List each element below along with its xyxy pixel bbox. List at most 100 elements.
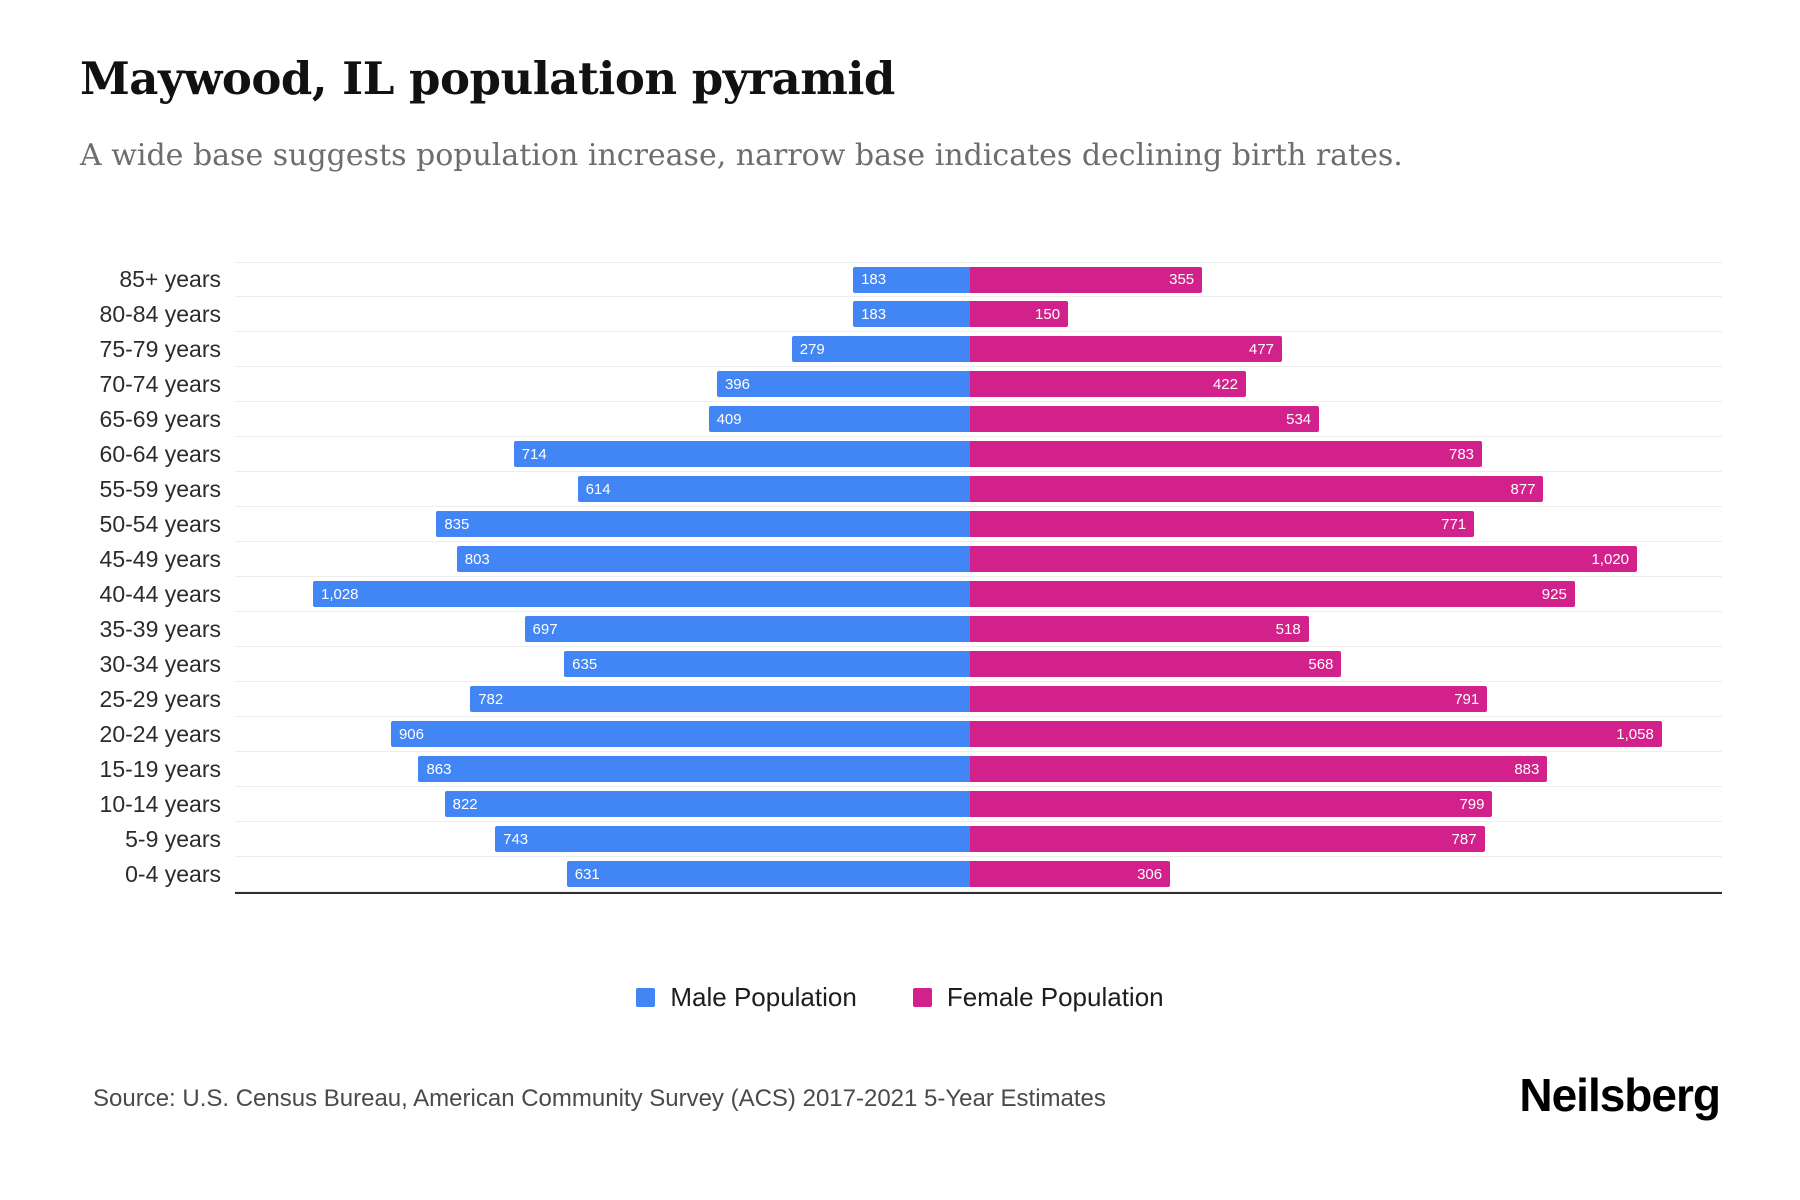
female-half: 883 [970, 756, 1722, 782]
female-half: 518 [970, 616, 1722, 642]
pyramid-row: 30-34 years 635 568 [80, 647, 1722, 682]
female-half: 568 [970, 651, 1722, 677]
pyramid-row: 15-19 years 863 883 [80, 752, 1722, 787]
male-half: 863 [235, 756, 970, 782]
pyramid-row: 65-69 years 409 534 [80, 402, 1722, 437]
male-bar[interactable]: 697 [524, 616, 970, 642]
female-bar[interactable]: 422 [970, 371, 1246, 397]
pyramid-row: 60-64 years 714 783 [80, 437, 1722, 472]
male-bar[interactable]: 803 [456, 546, 970, 572]
female-bar-value: 783 [1449, 445, 1475, 463]
female-bar-value: 568 [1308, 655, 1334, 673]
pyramid-row: 5-9 years 743 787 [80, 822, 1722, 857]
male-bar-value: 714 [521, 445, 547, 463]
chart-title: Maywood, IL population pyramid [80, 52, 895, 105]
male-bar[interactable]: 835 [436, 511, 970, 537]
row-plot: 906 1,058 [235, 717, 1722, 752]
female-bar[interactable]: 568 [970, 651, 1342, 677]
female-half: 150 [970, 301, 1722, 327]
male-bar-value: 635 [572, 655, 598, 673]
age-group-label: 25-29 years [99, 686, 221, 712]
female-bar[interactable]: 791 [970, 686, 1488, 712]
male-bar[interactable]: 614 [577, 476, 970, 502]
male-bar[interactable]: 906 [390, 721, 970, 747]
female-bar-value: 518 [1275, 620, 1301, 638]
female-bar[interactable]: 306 [970, 861, 1171, 887]
male-bar[interactable]: 279 [791, 336, 970, 362]
female-half: 477 [970, 336, 1722, 362]
male-bar[interactable]: 822 [444, 791, 970, 817]
female-bar[interactable]: 787 [970, 826, 1485, 852]
female-bar-value: 1,058 [1616, 725, 1654, 743]
legend-item-female[interactable]: Female Population [912, 982, 1164, 1013]
male-half: 822 [235, 791, 970, 817]
row-plot: 697 518 [235, 612, 1722, 647]
age-group-label: 20-24 years [99, 721, 221, 747]
age-group-label: 55-59 years [99, 476, 221, 502]
female-bar[interactable]: 925 [970, 581, 1575, 607]
female-bar[interactable]: 799 [970, 791, 1493, 817]
pyramid-row: 50-54 years 835 771 [80, 507, 1722, 542]
row-plot: 183 355 [235, 262, 1722, 297]
male-bar[interactable]: 863 [418, 756, 970, 782]
male-bar[interactable]: 183 [853, 266, 970, 293]
female-half: 355 [970, 266, 1722, 293]
female-bar-value: 925 [1541, 585, 1567, 603]
male-half: 1,028 [235, 581, 970, 607]
female-half: 306 [970, 861, 1722, 887]
pyramid-row: 45-49 years 803 1,020 [80, 542, 1722, 577]
female-bar[interactable]: 1,020 [970, 546, 1638, 572]
male-bar-value: 183 [861, 271, 887, 288]
male-bar[interactable]: 631 [566, 861, 970, 887]
female-bar[interactable]: 518 [970, 616, 1309, 642]
age-group-label: 75-79 years [99, 336, 221, 362]
row-plot: 782 791 [235, 682, 1722, 717]
male-half: 803 [235, 546, 970, 572]
female-bar[interactable]: 150 [970, 301, 1069, 327]
age-group-label: 85+ years [119, 266, 221, 292]
female-half: 771 [970, 511, 1722, 537]
male-bar[interactable]: 183 [853, 301, 970, 327]
female-bar-value: 355 [1169, 271, 1195, 288]
row-plot: 635 568 [235, 647, 1722, 682]
female-bar[interactable]: 534 [970, 406, 1320, 432]
male-half: 635 [235, 651, 970, 677]
female-bar-value: 771 [1441, 515, 1467, 533]
female-bar-value: 477 [1248, 340, 1274, 358]
chart-subtitle: A wide base suggests population increase… [80, 138, 1403, 173]
male-bar-value: 1,028 [320, 585, 359, 603]
male-bar-value: 835 [444, 515, 470, 533]
male-bar[interactable]: 743 [495, 826, 970, 852]
male-half: 697 [235, 616, 970, 642]
age-group-label: 30-34 years [99, 651, 221, 677]
female-bar[interactable]: 783 [970, 441, 1483, 467]
female-bar[interactable]: 355 [970, 266, 1203, 293]
male-half: 279 [235, 336, 970, 362]
male-half: 835 [235, 511, 970, 537]
pyramid-row: 75-79 years 279 477 [80, 332, 1722, 367]
male-half: 183 [235, 301, 970, 327]
female-bar-value: 799 [1459, 795, 1485, 813]
age-group-label: 80-84 years [99, 301, 221, 327]
male-bar[interactable]: 396 [716, 371, 970, 397]
female-bar[interactable]: 477 [970, 336, 1282, 362]
female-bar[interactable]: 883 [970, 756, 1548, 782]
male-bar[interactable]: 635 [564, 651, 970, 677]
female-half: 877 [970, 476, 1722, 502]
male-bar[interactable]: 782 [470, 686, 970, 712]
female-bar[interactable]: 1,058 [970, 721, 1662, 747]
female-bar[interactable]: 771 [970, 511, 1475, 537]
male-half: 631 [235, 861, 970, 887]
male-bar[interactable]: 409 [708, 406, 970, 432]
legend-item-male[interactable]: Male Population [636, 982, 857, 1013]
male-bar-value: 409 [716, 410, 742, 428]
male-half: 183 [235, 266, 970, 293]
female-bar[interactable]: 877 [970, 476, 1544, 502]
pyramid-row: 10-14 years 822 799 [80, 787, 1722, 822]
row-plot: 743 787 [235, 822, 1722, 857]
female-half: 791 [970, 686, 1722, 712]
male-bar[interactable]: 1,028 [312, 581, 970, 607]
female-bar-value: 791 [1454, 690, 1480, 708]
male-bar[interactable]: 714 [513, 441, 970, 467]
row-plot: 396 422 [235, 367, 1722, 402]
